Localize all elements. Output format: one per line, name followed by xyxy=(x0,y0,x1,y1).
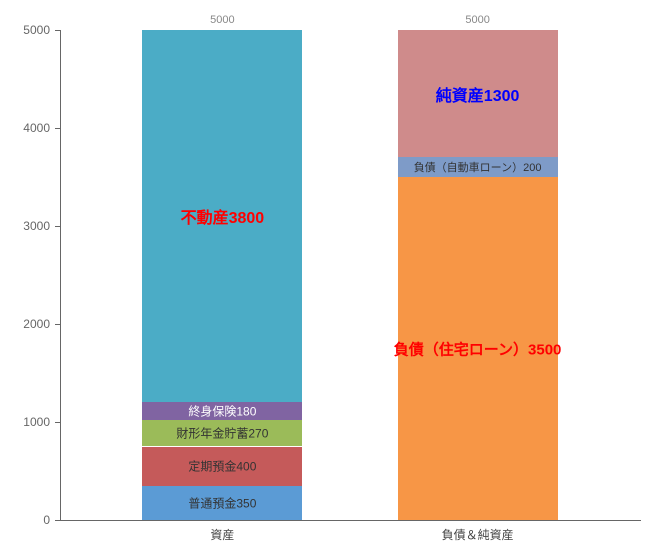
y-tick-label: 3000 xyxy=(0,219,50,233)
bar-segment: 終身保険180 xyxy=(142,402,302,420)
y-tick-mark xyxy=(55,520,60,521)
y-tick-mark xyxy=(55,324,60,325)
bar-segment-label: 純資産1300 xyxy=(436,82,520,106)
x-category-label: 負債＆純資産 xyxy=(442,526,514,543)
bar-segment-label: 定期預金400 xyxy=(188,458,256,475)
bar-segment-label: 負債（自動車ローン）200 xyxy=(414,159,542,175)
bar-segment-label: 負債（住宅ローン）3500 xyxy=(394,338,562,359)
bar-segment: 不動産3800 xyxy=(142,30,302,402)
column-total-label: 5000 xyxy=(210,14,234,26)
y-tick-mark xyxy=(55,30,60,31)
y-tick-label: 2000 xyxy=(0,317,50,331)
bar-segment-label: 不動産3800 xyxy=(181,204,265,228)
column-total-label: 5000 xyxy=(465,14,489,26)
y-tick-label: 4000 xyxy=(0,121,50,135)
y-tick-label: 1000 xyxy=(0,415,50,429)
bar-segment-label: 終身保険180 xyxy=(188,403,256,420)
x-category-label: 資産 xyxy=(210,526,234,543)
bar-segment: 定期預金400 xyxy=(142,447,302,486)
y-tick-mark xyxy=(55,422,60,423)
bar-segment: 純資産1300 xyxy=(398,30,558,157)
bar-segment-label: 普通預金350 xyxy=(188,494,256,511)
bar-segment-label: 財形年金貯蓄270 xyxy=(176,425,268,442)
bar-segment: 負債（住宅ローン）3500 xyxy=(398,177,558,520)
y-tick-label: 5000 xyxy=(0,23,50,37)
y-tick-mark xyxy=(55,226,60,227)
bar-segment: 普通預金350 xyxy=(142,486,302,520)
y-tick-label: 0 xyxy=(0,513,50,527)
y-tick-mark xyxy=(55,128,60,129)
bar-segment: 財形年金貯蓄270 xyxy=(142,420,302,446)
balance-sheet-chart: 0 1000 2000 3000 4000 5000 5000 資産 普通預金350 定期預金40… xyxy=(0,0,662,558)
bar-segment: 負債（自動車ローン）200 xyxy=(398,157,558,177)
